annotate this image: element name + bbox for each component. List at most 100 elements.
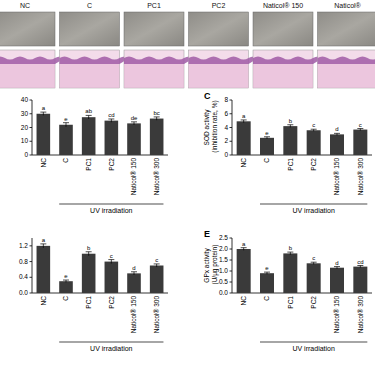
marks [37, 244, 164, 293]
histology [318, 50, 375, 88]
y-tick [230, 113, 233, 114]
dermis [318, 64, 375, 88]
significance-letter: bc [153, 110, 159, 116]
error-bar [357, 266, 363, 268]
group-bracket [260, 342, 367, 343]
category-label: C [62, 296, 69, 301]
x-axis-label: UV irradiation [292, 207, 335, 214]
y-tick [30, 100, 33, 101]
bar [260, 138, 274, 155]
y-tick-label: 2.5 [219, 234, 228, 241]
y-tick [30, 245, 33, 246]
y-tick [30, 113, 33, 114]
y-tick-label: 0 [224, 151, 228, 158]
bar [307, 130, 321, 155]
bar [353, 130, 367, 155]
error-bar [40, 244, 46, 248]
significance-letter: ab [85, 108, 92, 114]
significance-letter: b [289, 118, 293, 124]
category-label: NC [40, 158, 47, 168]
error-bar [334, 133, 340, 135]
significance-letter: de [131, 115, 138, 121]
histology [253, 50, 313, 88]
y-tick [230, 238, 233, 239]
dermis [124, 64, 184, 88]
category-label: C [62, 158, 69, 163]
marks [237, 248, 368, 293]
significance-letter: d [132, 265, 135, 271]
x-axis [232, 293, 372, 294]
significance-letter: e [265, 265, 269, 271]
category-label: PC2 [108, 158, 115, 171]
category-label: Naticol® 150 [130, 296, 137, 334]
x-axis-label: UV irradiation [292, 345, 335, 352]
skin-photo [318, 12, 375, 46]
y-tick-label: 0.0 [219, 289, 228, 296]
y-tick [230, 271, 233, 272]
significance-letter: e [64, 273, 68, 279]
y-tick-label: 0.8 [19, 258, 28, 265]
category-label: PC1 [85, 158, 92, 171]
bar [37, 246, 51, 293]
chart: 0.00.51.01.52.02.5GPx activity (U/μg pro… [203, 229, 372, 352]
bar [283, 126, 297, 155]
bar [330, 134, 344, 155]
y-tick-label: 1.0 [219, 267, 228, 274]
bar [82, 254, 96, 293]
y-axis-label: GPx activity (U/μg protein) [203, 245, 219, 287]
y-label-line: (inhibition rate, %) [211, 100, 219, 154]
bar [59, 281, 73, 293]
dermis [253, 64, 313, 88]
y-tick-label: 20 [21, 124, 29, 131]
x-axis-label: UV irradiation [90, 207, 133, 214]
error-bar [86, 252, 92, 256]
bar [237, 121, 251, 155]
bar [353, 267, 367, 293]
dermis [189, 64, 249, 88]
category-label: PC2 [310, 158, 317, 171]
y-tick-label: 2 [224, 137, 228, 144]
significance-letter: cd [108, 112, 114, 118]
error-bar [131, 122, 137, 125]
bar [283, 253, 297, 293]
y-label-line: (U/μg protein) [211, 245, 219, 287]
significance-letter: d [335, 126, 338, 132]
panel-label: PC1 [147, 2, 161, 9]
y-tick [230, 282, 233, 283]
category-label: PC1 [287, 296, 294, 309]
category-label: C [263, 158, 270, 163]
y-axis [232, 238, 233, 293]
bar [105, 121, 119, 155]
y-tick-label: 0 [24, 151, 28, 158]
category-label: Naticol® 150 [130, 158, 137, 196]
error-bar [311, 262, 317, 264]
error-bar [241, 248, 247, 251]
error-bar [154, 117, 160, 120]
error-bar [63, 123, 69, 127]
bar [127, 123, 141, 155]
error-bar [40, 112, 46, 115]
y-tick [230, 141, 233, 142]
category-label: Naticol® 300 [357, 158, 364, 196]
y-tick [230, 249, 233, 250]
significance-letter: b [289, 245, 293, 251]
significance-letter: a [242, 241, 246, 247]
category-label: NC [240, 158, 247, 168]
y-axis-label: SOD activity (inhibition rate, %) [203, 100, 219, 154]
bar [260, 273, 274, 293]
bar [127, 273, 141, 293]
category-label: Naticol® 150 [333, 158, 340, 196]
bar [237, 249, 251, 293]
y-tick-label: 6 [224, 110, 228, 117]
bar [37, 114, 51, 155]
dermis [0, 64, 55, 88]
y-tick [30, 293, 33, 294]
chart: 010203040aeabcddebcNCCPC1PC2Naticol® 150… [21, 96, 168, 214]
x-axis [32, 293, 168, 294]
error-bar [108, 260, 114, 264]
category-label: PC2 [108, 296, 115, 309]
significance-letter: a [42, 105, 46, 111]
category-label: C [263, 296, 270, 301]
skin-photo [189, 12, 249, 46]
skin-photo [0, 12, 55, 46]
